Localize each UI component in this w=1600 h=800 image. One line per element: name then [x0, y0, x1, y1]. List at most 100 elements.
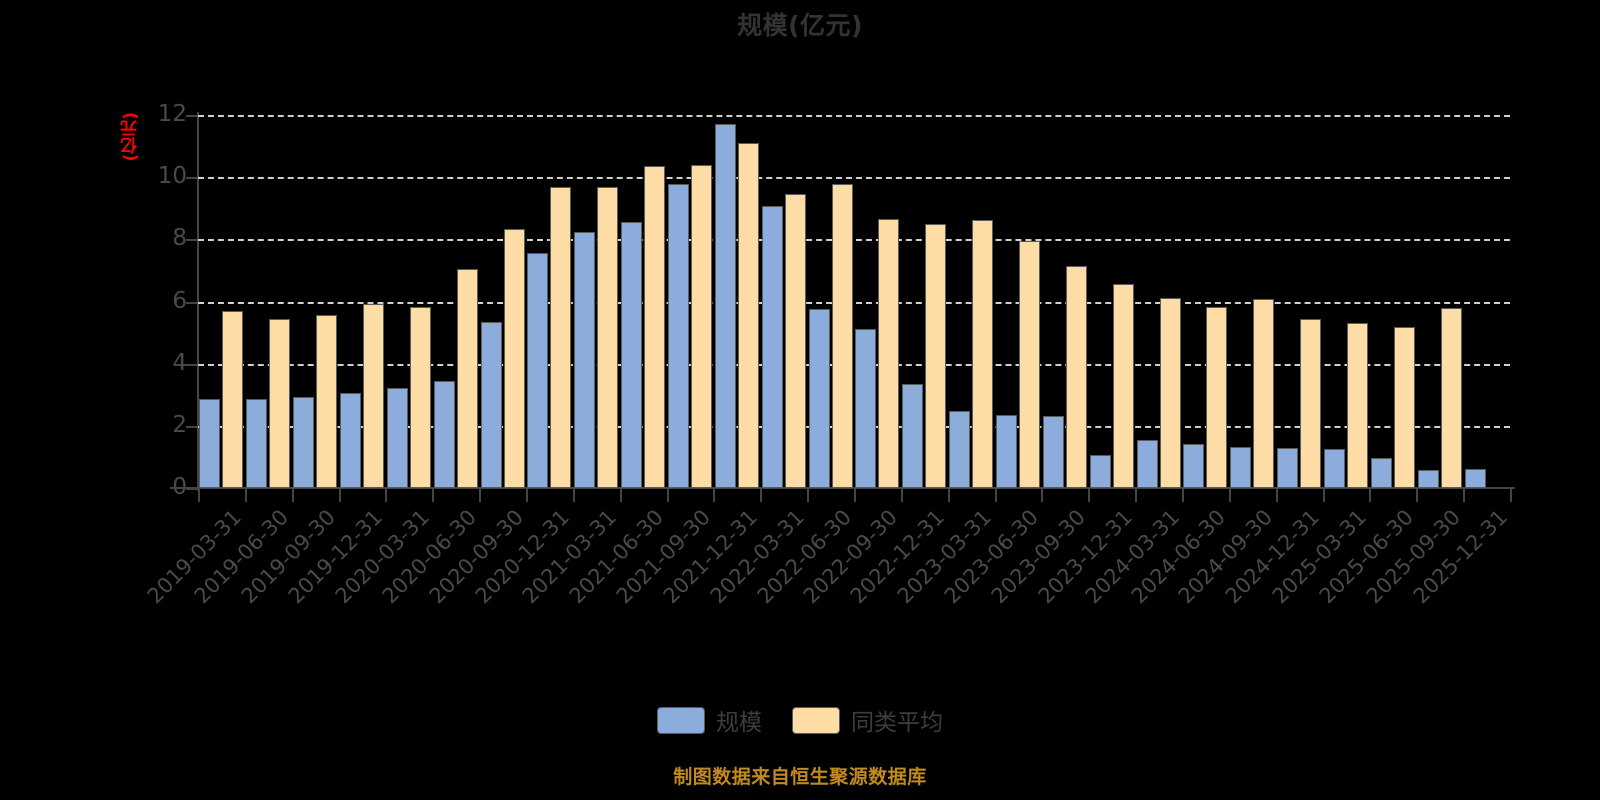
bar-group: [1277, 115, 1322, 488]
chart-title: 规模(亿元): [737, 11, 863, 40]
bar-规模-2021-03-31[interactable]: [574, 232, 596, 488]
bar-规模-2022-12-31[interactable]: [902, 383, 924, 488]
x-tick-mark: [666, 489, 669, 502]
x-tick-mark: [526, 489, 528, 502]
bar-规模-2019-09-30[interactable]: [293, 397, 315, 488]
legend-item-规模[interactable]: 规模: [657, 703, 762, 737]
bar-规模-2021-12-31[interactable]: [714, 123, 736, 488]
bar-group: [996, 115, 1040, 488]
bar-group: [1183, 115, 1228, 488]
bar-同类平均-2019-06-30[interactable]: [269, 318, 291, 488]
bar-规模-2019-06-30[interactable]: [246, 398, 268, 488]
x-axis-line: [170, 487, 1515, 489]
bar-规模-2024-03-31[interactable]: [1136, 440, 1158, 488]
bar-group: [386, 115, 431, 488]
y-tick-mark: [186, 301, 198, 304]
bar-同类平均-2020-09-30[interactable]: [503, 228, 525, 488]
bar-group: [949, 115, 994, 488]
bar-同类平均-2025-09-30[interactable]: [1440, 307, 1462, 488]
grid-line: [198, 115, 1510, 117]
bar-同类平均-2020-03-31[interactable]: [409, 307, 431, 488]
bar-规模-2020-09-30[interactable]: [480, 322, 502, 488]
bar-规模-2023-03-31[interactable]: [949, 410, 971, 488]
bar-group: [246, 115, 291, 488]
bar-规模-2025-06-30[interactable]: [1370, 458, 1392, 488]
bar-同类平均-2021-12-31[interactable]: [737, 142, 759, 488]
bar-同类平均-2021-03-31[interactable]: [597, 186, 619, 488]
bar-规模-2019-12-31[interactable]: [340, 393, 361, 488]
bar-同类平均-2024-06-30[interactable]: [1206, 307, 1228, 488]
bar-同类平均-2024-09-30[interactable]: [1253, 299, 1275, 488]
x-tick-mark: [807, 489, 810, 502]
bar-规模-2023-06-30[interactable]: [996, 414, 1017, 488]
bar-规模-2025-12-31[interactable]: [1464, 468, 1486, 488]
bar-同类平均-2019-03-31[interactable]: [222, 310, 244, 488]
bar-同类平均-2025-06-30[interactable]: [1393, 327, 1415, 488]
x-tick-mark: [1463, 489, 1466, 502]
bar-规模-2023-09-30[interactable]: [1042, 415, 1064, 488]
bar-group: [761, 115, 806, 488]
bar-规模-2020-12-31[interactable]: [527, 253, 549, 488]
bar-group: [714, 115, 759, 488]
bar-同类平均-2022-03-31[interactable]: [784, 193, 806, 488]
x-tick-mark: [291, 489, 294, 502]
bar-规模-2023-12-31[interactable]: [1089, 455, 1111, 488]
bar-同类平均-2023-03-31[interactable]: [972, 220, 994, 488]
bar-同类平均-2020-12-31[interactable]: [550, 187, 572, 488]
x-tick-mark: [994, 489, 997, 502]
x-tick-mark: [760, 489, 763, 502]
bar-规模-2020-03-31[interactable]: [386, 388, 408, 488]
grid-line: [198, 363, 1510, 366]
bar-同类平均-2021-09-30[interactable]: [691, 164, 712, 488]
bar-同类平均-2024-03-31[interactable]: [1159, 298, 1181, 488]
bar-规模-2024-12-31[interactable]: [1277, 448, 1299, 488]
y-tick-label: 10: [157, 163, 187, 190]
x-tick-mark: [244, 489, 247, 502]
bar-同类平均-2019-12-31[interactable]: [363, 304, 384, 488]
y-tick-label: 8: [172, 225, 187, 252]
grid-line: [198, 301, 1510, 304]
bar-group: [855, 115, 900, 488]
y-tick-label: 12: [157, 101, 187, 127]
bar-同类平均-2022-06-30[interactable]: [831, 184, 853, 488]
bar-group: [1136, 115, 1181, 488]
x-tick-mark: [338, 489, 341, 502]
bar-同类平均-2019-09-30[interactable]: [316, 314, 338, 488]
bar-规模-2019-03-31[interactable]: [199, 399, 221, 488]
x-tick-mark: [1275, 489, 1278, 502]
bar-同类平均-2021-06-30[interactable]: [644, 165, 666, 488]
y-tick-mark: [186, 115, 198, 117]
bar-同类平均-2023-12-31[interactable]: [1112, 284, 1134, 488]
bar-group: [1417, 115, 1462, 488]
plot-area: [198, 115, 1510, 488]
bar-规模-2022-03-31[interactable]: [761, 205, 783, 488]
y-tick-label: 6: [172, 287, 187, 314]
bar-规模-2024-09-30[interactable]: [1230, 446, 1252, 488]
bar-group: [1042, 115, 1087, 488]
legend-item-同类平均[interactable]: 同类平均: [792, 703, 943, 737]
bar-同类平均-2022-12-31[interactable]: [925, 224, 947, 488]
bar-规模-2022-06-30[interactable]: [808, 309, 830, 488]
bar-规模-2025-09-30[interactable]: [1417, 470, 1439, 488]
y-tick-label: 4: [172, 349, 187, 376]
bar-规模-2020-06-30[interactable]: [433, 380, 455, 488]
bar-同类平均-2023-09-30[interactable]: [1065, 265, 1087, 488]
bar-规模-2024-06-30[interactable]: [1183, 444, 1205, 488]
bar-规模-2021-06-30[interactable]: [621, 222, 643, 488]
bar-group: [433, 115, 478, 488]
bar-规模-2025-03-31[interactable]: [1324, 448, 1345, 488]
y-tick-mark: [186, 177, 198, 180]
bar-同类平均-2025-03-31[interactable]: [1347, 322, 1368, 488]
bar-同类平均-2022-09-30[interactable]: [878, 218, 900, 488]
bar-规模-2021-09-30[interactable]: [668, 184, 689, 488]
bar-同类平均-2020-06-30[interactable]: [456, 268, 478, 488]
x-tick-mark: [1228, 489, 1231, 502]
legend-swatch-icon: [792, 706, 840, 734]
x-tick-mark: [572, 489, 575, 502]
bar-group: [1089, 115, 1134, 488]
bar-规模-2022-09-30[interactable]: [855, 328, 877, 488]
bar-同类平均-2023-06-30[interactable]: [1019, 240, 1040, 488]
bar-同类平均-2024-12-31[interactable]: [1300, 318, 1322, 488]
x-tick-mark: [713, 489, 716, 502]
